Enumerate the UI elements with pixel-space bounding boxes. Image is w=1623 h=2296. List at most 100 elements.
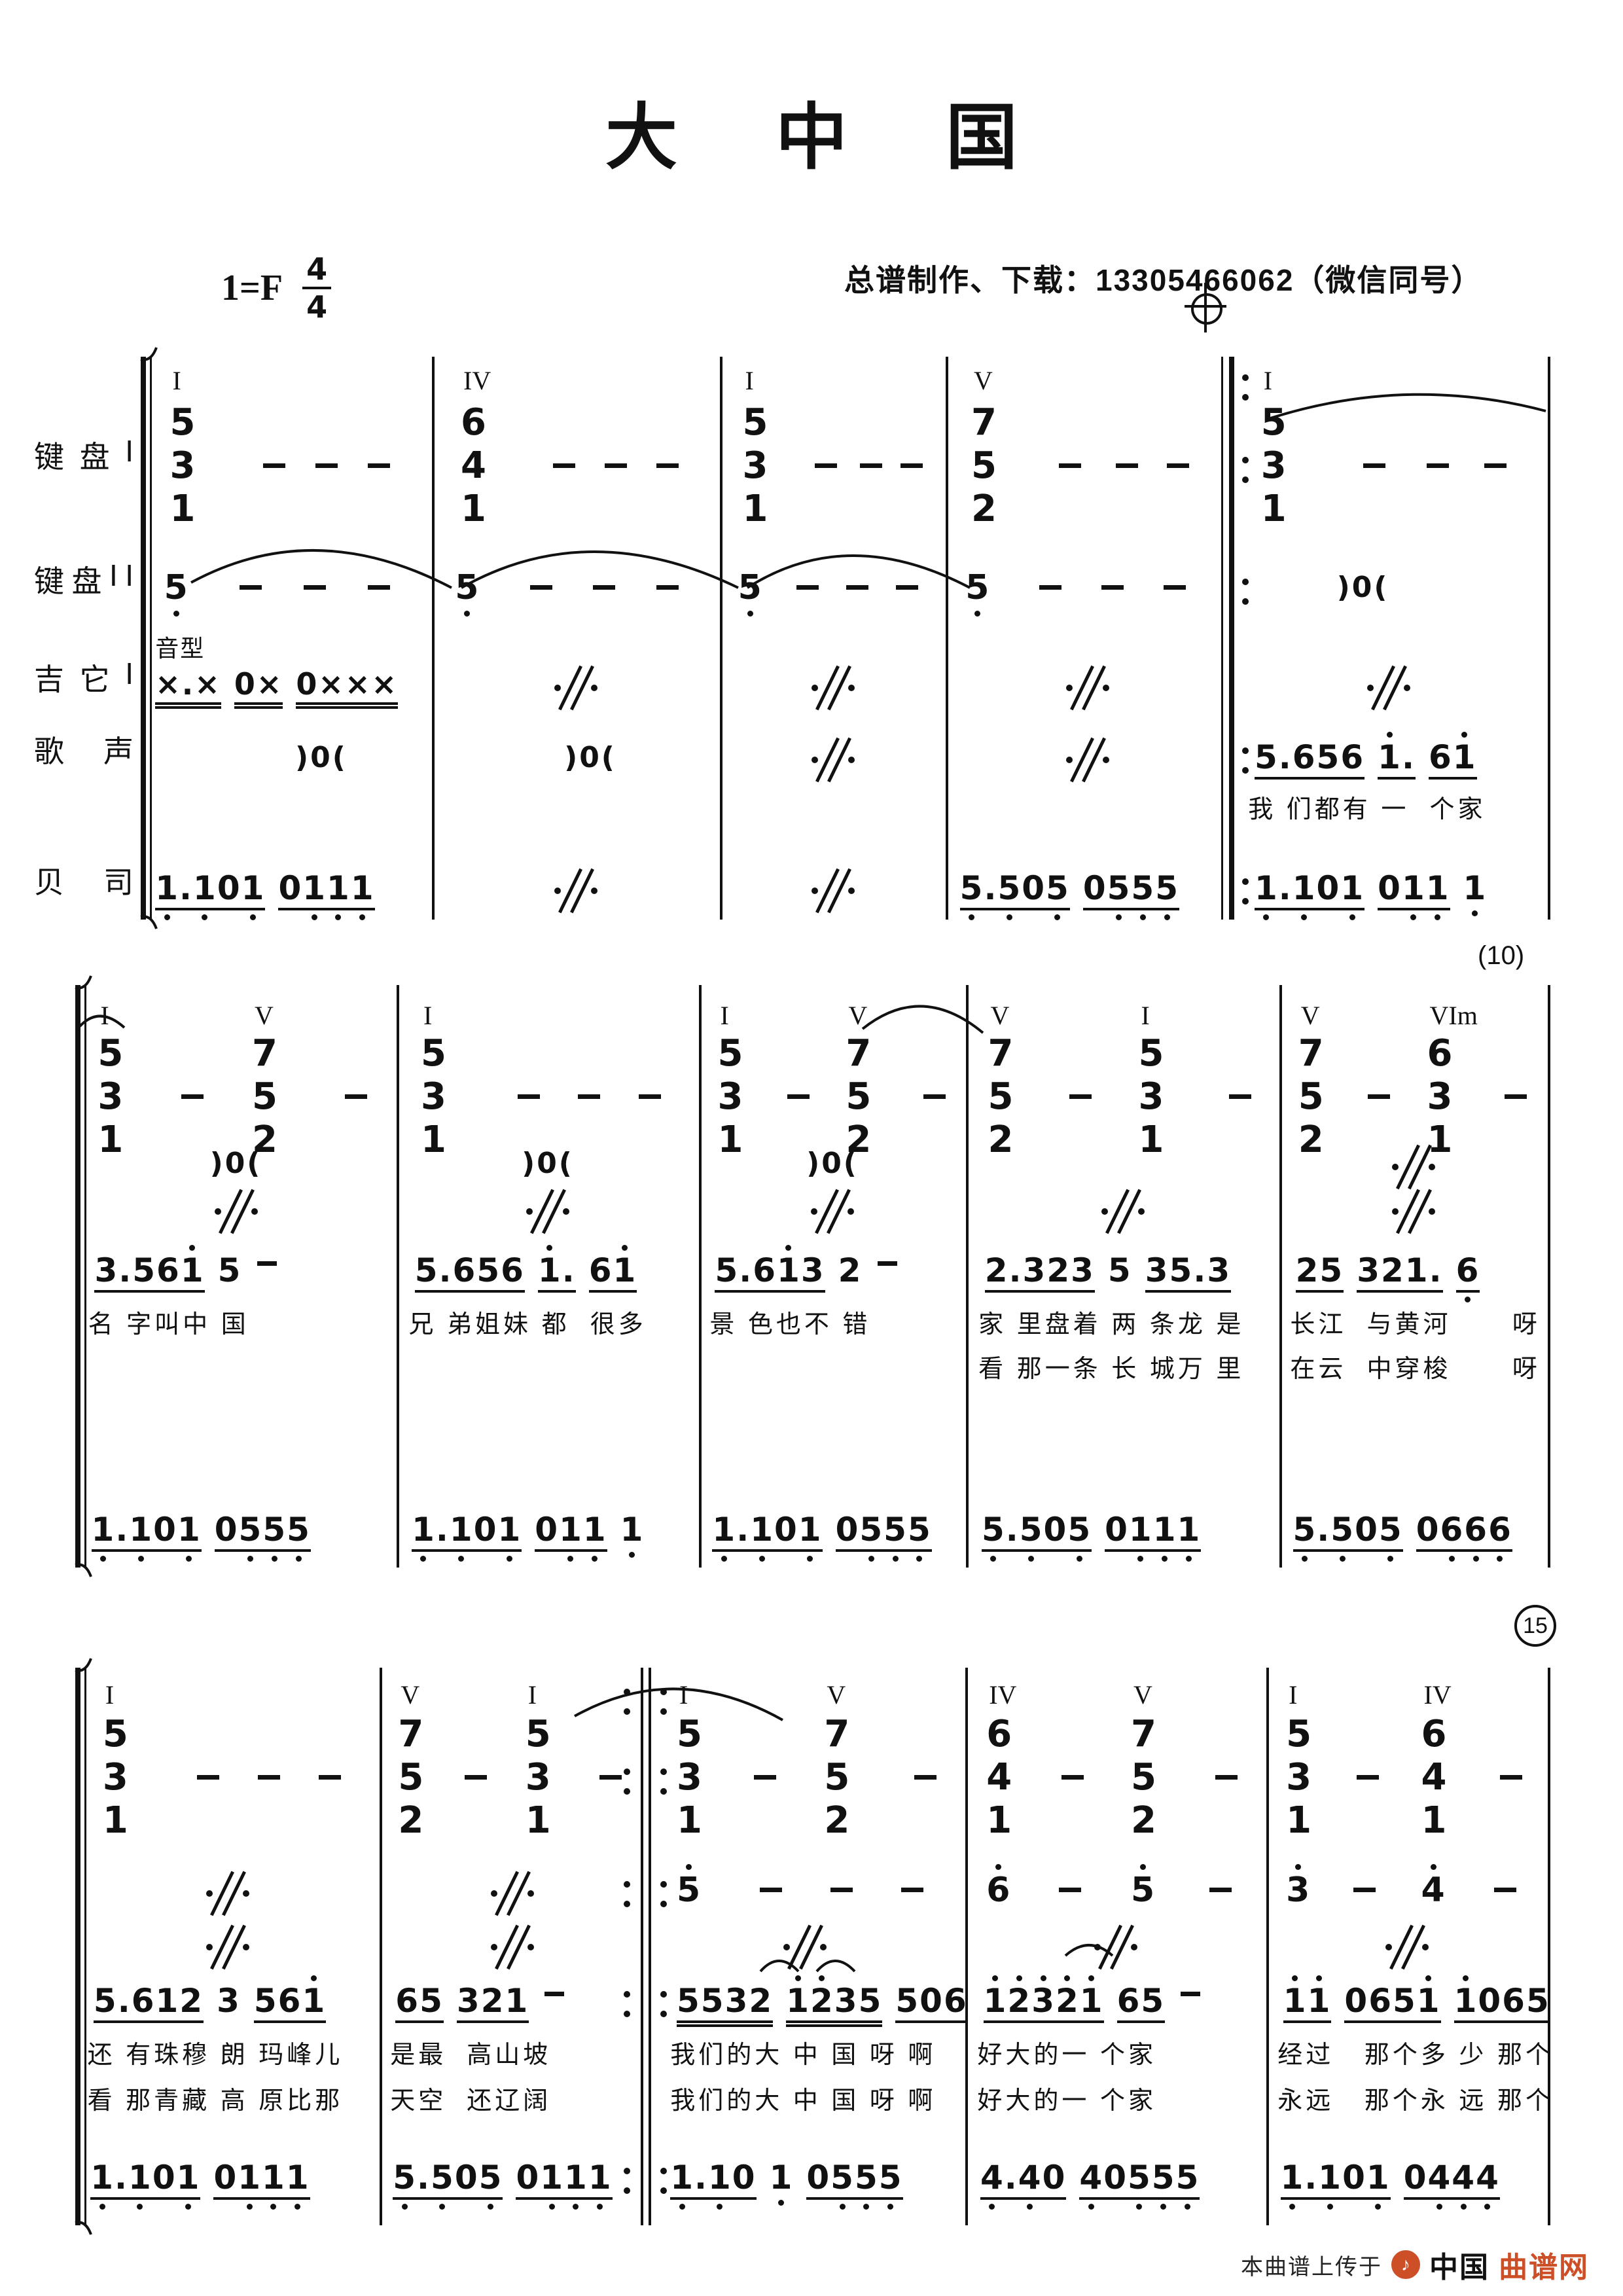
vocal-melody: 25 321. 6: [1295, 1254, 1480, 1302]
repeat-dot: [624, 2168, 630, 2174]
chord-dash: [914, 1775, 936, 1780]
chord-note: 5: [169, 401, 196, 444]
chord-dash: [753, 1775, 776, 1780]
repeat-dot: [624, 2011, 630, 2017]
lyrics-line-1: 还 有珠穆 朗 玛峰儿: [87, 2041, 344, 2069]
barline: [1279, 985, 1282, 1568]
chord-numeral: V: [1133, 1680, 1152, 1710]
guitar-simile: [205, 1924, 249, 1971]
note-token: 561: [253, 1975, 327, 2023]
note-token: 321: [456, 1984, 529, 2023]
chord-note: 7: [252, 1032, 278, 1075]
chord-dash: [368, 463, 391, 468]
barline: [1548, 357, 1550, 920]
chord-note: 2: [1131, 1799, 1156, 1842]
chord-dash: [262, 463, 285, 468]
repeat-dot: [624, 1991, 630, 1998]
note-token: [255, 1254, 279, 1287]
vocal-melody: 5.656 1. 61: [1254, 732, 1477, 780]
note-token: 3: [217, 1982, 241, 2020]
site-logo-icon: ♪: [1391, 2250, 1420, 2279]
coda-circle: [1191, 293, 1222, 325]
note-token: [875, 1254, 900, 1287]
keyboard2-simile: [205, 1871, 249, 1918]
chord-dash: [1069, 1094, 1092, 1099]
chord-note: 1: [1286, 1799, 1312, 1842]
chord-note: 7: [824, 1713, 850, 1755]
chord-numeral: V: [1300, 1001, 1320, 1030]
bass-melody: 1.1 01 01 1 1: [412, 1513, 644, 1562]
chord-dash: [787, 1094, 810, 1099]
part-label-char: 司: [103, 865, 134, 899]
chord-numeral: VIm: [1429, 1001, 1478, 1030]
chord-note: 3: [420, 1075, 446, 1118]
chord-note: 5: [717, 1032, 743, 1075]
chord-numeral: V: [255, 1001, 274, 1030]
chord-numeral: I: [105, 1680, 115, 1710]
bass-melody: 5.5 05 05 5 5: [959, 872, 1180, 920]
note-token: 01 1: [1378, 872, 1450, 920]
chord-dash: [345, 1094, 368, 1099]
repeat-dot: [1242, 394, 1249, 401]
keyboard2-simile: [1392, 1144, 1435, 1191]
part-label-char: 盘: [79, 440, 110, 474]
chord-numeral: I: [1141, 1001, 1150, 1030]
note-token: 0×××: [296, 669, 399, 709]
guitar-simile: [1065, 665, 1109, 712]
vocal-melody: 5.612 3 561: [93, 1975, 327, 2023]
repeat-dot: [660, 1768, 667, 1775]
chord-note: 5: [1131, 1756, 1156, 1799]
chord-numeral: I: [423, 1001, 433, 1030]
repeat-barline: [1229, 357, 1234, 920]
note-token: [542, 1984, 567, 2017]
guitar-simile: [1101, 1189, 1145, 1236]
chord-numeral: I: [679, 1680, 688, 1710]
repeat-dot: [1242, 898, 1249, 905]
footer-upload-text: 本曲谱上传于: [1241, 2254, 1382, 2280]
lyrics-line-1: 景 色也不 错: [709, 1311, 871, 1338]
coda-vertical: [1204, 283, 1207, 332]
bass-melody: 1.1 01 01 1 1: [1254, 872, 1487, 920]
note-token: 01 1 1: [213, 2161, 310, 2210]
repeat-dot: [1242, 878, 1249, 885]
chord-note: 1: [986, 1799, 1012, 1842]
chord-note: 3: [1286, 1756, 1312, 1799]
system-start-barline: [75, 985, 80, 1568]
barline: [432, 357, 435, 920]
chord-note: 2: [988, 1119, 1014, 1161]
part-label-char: I: [125, 558, 134, 592]
part-label-char: 盘: [71, 564, 102, 598]
lyrics-line-2: 看 那一条 长 城万 里: [978, 1355, 1245, 1383]
vocal-melody: 2.323 5 35.3: [984, 1254, 1232, 1293]
repeat-barline: [641, 1668, 643, 2225]
measure-number-10: (10): [1478, 941, 1525, 970]
chord-note: 5: [102, 1713, 128, 1755]
repeat-dot: [660, 1689, 667, 1695]
chord-note: 5: [988, 1075, 1014, 1118]
chord-note: 1: [525, 1799, 551, 1842]
key-tonic: 1=F: [221, 268, 283, 308]
guitar-simile: [1385, 1924, 1429, 1971]
bass-melody: 5.5 05 06 6 6: [1293, 1513, 1512, 1562]
note-token: 321.: [1357, 1254, 1443, 1293]
chord-dash: [552, 463, 575, 468]
chord-note: 7: [846, 1032, 872, 1075]
note-token: 01 1 1: [1105, 1513, 1202, 1562]
chord-note: 2: [252, 1119, 278, 1161]
lyrics-line-2: 看 那青藏 高 原比那: [87, 2087, 344, 2115]
chord-numeral: IV: [989, 1680, 1017, 1710]
chord-note: 6: [1427, 1032, 1453, 1075]
repeat-dot: [624, 2187, 630, 2194]
repeat-dot: [660, 1901, 667, 1907]
guitar-pattern-label: 音型: [155, 635, 205, 662]
chord-dash: [656, 463, 679, 468]
chord-numeral: I: [1263, 366, 1273, 395]
part-label-4: 歌声: [34, 728, 134, 771]
lyrics-line-1: 我 们都有 一 个家: [1248, 796, 1486, 823]
barline: [380, 1668, 382, 2225]
note-token: 5.656: [414, 1254, 525, 1293]
chord-note: 3: [1260, 444, 1287, 487]
